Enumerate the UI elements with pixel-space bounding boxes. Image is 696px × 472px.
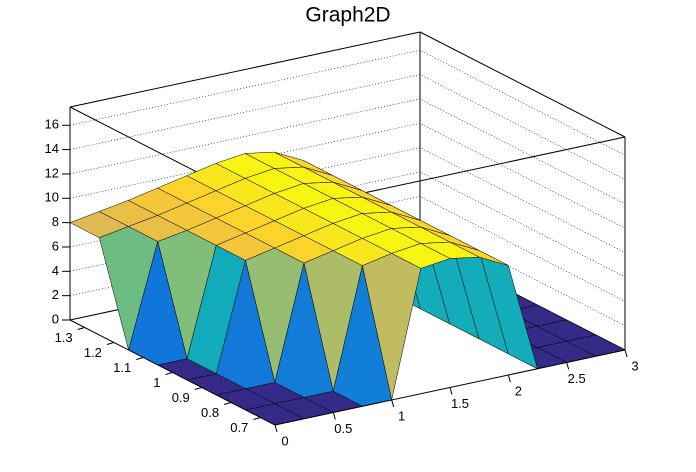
x-tick <box>566 362 570 370</box>
z-tick-label: 14 <box>45 141 59 156</box>
z-tick-label: 10 <box>45 190 59 205</box>
y-tick-label: 0.9 <box>172 390 190 405</box>
y-tick-label: 1 <box>153 375 160 390</box>
x-tick-label: 2.5 <box>568 371 586 386</box>
grid-line <box>69 122 626 229</box>
x-tick <box>274 424 278 433</box>
box-edge <box>419 31 626 138</box>
y-tick-label: 1.1 <box>113 360 131 375</box>
x-tick-label: 0.5 <box>334 421 352 436</box>
z-tick-label: 16 <box>45 117 59 132</box>
x-tick-label: 3 <box>631 358 638 373</box>
z-tick-label: 6 <box>52 238 59 253</box>
y-tick <box>253 417 261 420</box>
y-tick <box>194 387 202 390</box>
x-tick <box>332 412 336 420</box>
x-tick-label: 1 <box>398 408 405 423</box>
y-tick-label: 1.2 <box>84 345 102 360</box>
x-tick-label: 0 <box>281 433 288 448</box>
z-tick-label: 8 <box>52 214 59 229</box>
y-tick-label: 1.3 <box>55 330 73 345</box>
x-tick-label: 2 <box>515 383 522 398</box>
grid-line <box>69 49 626 156</box>
grid-line <box>69 171 626 278</box>
y-tick <box>136 357 144 360</box>
y-tick <box>106 342 115 345</box>
chart-title: Graph2D <box>305 4 390 27</box>
z-tick-label: 2 <box>52 287 59 302</box>
x-tick <box>391 399 395 408</box>
y-tick-label: 0.8 <box>201 405 219 420</box>
z-tick-label: 0 <box>52 311 59 326</box>
grid-line <box>69 74 626 180</box>
box-edge <box>69 31 421 108</box>
y-tick <box>165 372 173 375</box>
x-tick-label: 1.5 <box>451 396 469 411</box>
grid-line <box>69 98 626 205</box>
z-tick-label: 12 <box>45 165 59 180</box>
grid-line <box>69 147 626 253</box>
y-tick <box>223 402 232 405</box>
x-tick <box>507 374 511 383</box>
y-tick <box>77 327 85 330</box>
x-tick <box>624 349 628 358</box>
z-tick-label: 4 <box>52 263 59 278</box>
x-tick <box>449 387 453 395</box>
y-tick-label: 0.7 <box>230 420 248 435</box>
grid-line <box>69 195 626 302</box>
